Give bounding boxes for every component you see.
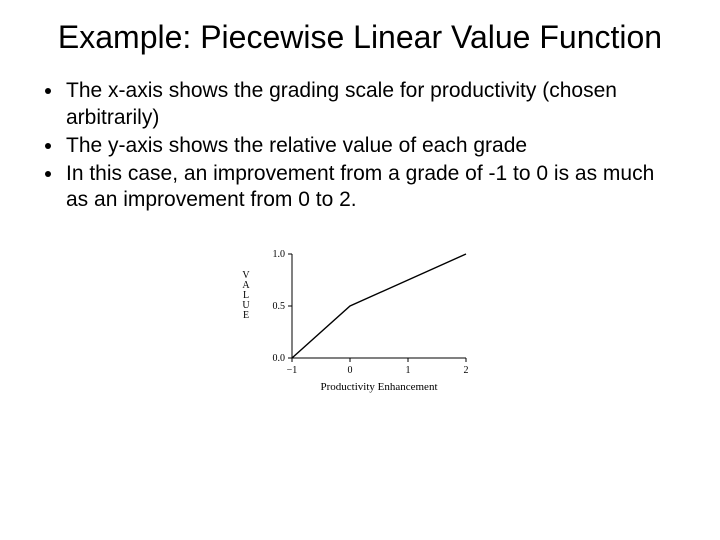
page-title: Example: Piecewise Linear Value Function <box>40 18 680 56</box>
svg-text:1: 1 <box>406 365 411 376</box>
bullet-item: The x-axis shows the grading scale for p… <box>64 78 680 131</box>
svg-text:−1: −1 <box>287 365 298 376</box>
bullet-list: The x-axis shows the grading scale for p… <box>40 78 680 213</box>
svg-text:2: 2 <box>464 365 469 376</box>
chart-container: 0.00.51.0−1012VALUEProductivity Enhancem… <box>40 240 680 415</box>
svg-text:0.0: 0.0 <box>273 353 286 364</box>
svg-text:0: 0 <box>348 365 353 376</box>
bullet-item: In this case, an improvement from a grad… <box>64 161 680 214</box>
slide: Example: Piecewise Linear Value Function… <box>0 0 720 540</box>
value-function-chart: 0.00.51.0−1012VALUEProductivity Enhancem… <box>230 240 490 410</box>
svg-text:1.0: 1.0 <box>273 249 286 260</box>
bullet-item: The y-axis shows the relative value of e… <box>64 133 680 159</box>
svg-text:0.5: 0.5 <box>273 301 286 312</box>
svg-text:Productivity Enhancement: Productivity Enhancement <box>321 381 438 393</box>
svg-text:E: E <box>243 310 249 321</box>
